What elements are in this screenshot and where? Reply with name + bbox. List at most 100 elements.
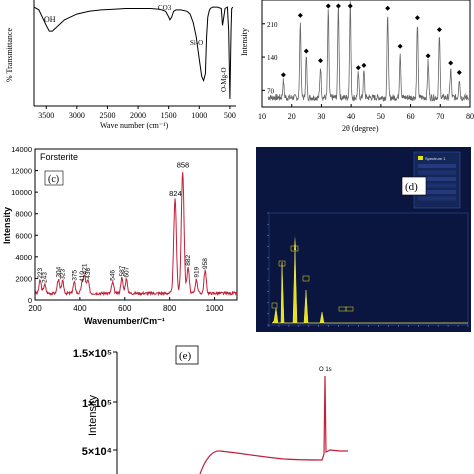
panel-e-xps: 5×10⁴ 1×10⁵ 1.5×10⁵ Intensity (e) O 1s [73, 345, 348, 474]
panel-d-axis-ticks [267, 212, 469, 327]
panel-d-peak-tag-si [302, 275, 310, 282]
panel-b-diamond-marker [436, 27, 442, 33]
panel-b-x-tick-label: 70 [436, 112, 444, 121]
panel-c-title: Forsterite [40, 152, 78, 162]
panel-c-peak-label: 958 [202, 258, 209, 269]
panel-a-x-tick-label: 2000 [130, 111, 146, 120]
panel-a-x-label: Wave number (cm⁻¹) [100, 121, 169, 130]
panel-c-x-label: Wavenumber/Cm⁻¹ [84, 316, 165, 326]
panel-d-label-box [401, 176, 427, 196]
panel-b-peak-markers [280, 3, 462, 78]
panel-b-y-label: Intensity [240, 28, 249, 56]
panel-d-peak-tag-o [278, 260, 286, 267]
panel-b-diamond-marker [397, 43, 403, 49]
panel-b-x-tick-label: 80 [466, 112, 474, 121]
panel-b-x-tick-label: 50 [377, 112, 385, 121]
panel-d-legend-row [418, 164, 456, 168]
panel-e-ytick-1e5: 1×10⁵ [82, 398, 112, 410]
panel-c-peak-label: 323 [60, 268, 67, 279]
panel-d-legend-row [418, 183, 456, 188]
panel-a-x-tick-label: 1500 [161, 111, 177, 120]
panel-b-diamond-marker [448, 60, 454, 66]
panel-d-mg-peak [294, 236, 296, 250]
panel-b-x-tick-label: 30 [317, 112, 325, 121]
panel-c-peak-label: 375 [71, 270, 78, 281]
panel-e-spectrum-line [199, 375, 348, 474]
panel-c-y-tick-label: 2000 [15, 274, 32, 283]
panel-c-x-tick-label: 400 [73, 304, 87, 313]
panel-b-xrd: 10 20 30 40 50 60 70 80 70 140 210 Intensity 2θ (d… [240, 0, 474, 133]
panel-d-legend-label: Spectrum 1 [425, 156, 446, 161]
panel-c-peak-label: 546 [110, 270, 117, 281]
panel-a-ftir: 3500 3000 2500 2000 1500 1000 500 OH CO3 Si-O … [5, 0, 236, 130]
panel-b-diamond-marker [385, 5, 391, 11]
panel-c-peak-label: 243 [42, 272, 49, 283]
panel-b-diamond-marker [425, 53, 431, 59]
panel-c-panel-label: (c) [48, 174, 59, 185]
panel-d-legend-row [418, 170, 456, 175]
panel-d-panel-label: (d) [405, 181, 418, 193]
panel-b-y-tick-label: 140 [267, 54, 278, 62]
panel-b-frame [261, 0, 471, 108]
panel-c-peak-label: 436 [85, 267, 92, 278]
panel-c-peak-label: 304 [55, 266, 62, 277]
panel-c-raman: 200 400 600 800 1000020004000600080001000012… [2, 145, 238, 326]
panel-e-ytick-5e4: 5×10⁴ [82, 446, 112, 458]
panel-b-diamond-marker [318, 58, 324, 64]
panel-d-peak-tag-c [271, 302, 278, 309]
panel-a-annotation-oh: OH [44, 15, 56, 24]
panel-d-legend-row [418, 177, 456, 181]
panel-a-annotation-co3: CO3 [158, 4, 172, 12]
panel-b-ticks: 10 20 30 40 50 60 70 80 70 140 210 [258, 21, 474, 121]
panel-b-x-tick-label: 40 [347, 112, 355, 121]
panel-c-x-tick-label: 800 [163, 304, 177, 313]
panel-b-pattern-line [267, 1, 469, 103]
panel-c-label-box [44, 170, 64, 186]
panel-c-peak-label: 223 [37, 267, 44, 278]
panel-b-diamond-marker [355, 65, 361, 71]
panel-c-x-tick-label: 1000 [206, 304, 224, 313]
panel-c-ticks: 200 400 600 800 1000020004000600080001000012… [11, 145, 224, 313]
panel-b-x-label: 2θ (degree) [342, 124, 379, 133]
panel-d-peak-tag-mg [290, 245, 299, 252]
panel-c-y-tick-label: 0 [28, 296, 32, 305]
panel-c-y-tick-label: 14000 [11, 145, 32, 154]
panel-c-x-tick-label: 200 [28, 304, 42, 313]
panel-c-y-label: Intensity [2, 207, 12, 244]
panel-c-peak-label: 858 [177, 161, 190, 170]
panel-a-y-label: % Transmittance [5, 28, 14, 82]
panel-a-x-ticks: 3500 3000 2500 2000 1500 1000 500 [38, 106, 236, 120]
panel-b-y-tick-label: 70 [267, 87, 275, 95]
panel-e-ytick-1p5e5: 1.5×10⁵ [73, 348, 112, 360]
panel-a-x-tick-label: 1000 [191, 111, 207, 120]
panel-a-annotation-sio: Si-O [190, 39, 203, 47]
panel-b-x-tick-label: 10 [258, 112, 266, 121]
panel-a-spectrum-line [33, 6, 234, 99]
panel-b-x-tick-label: 20 [288, 112, 296, 121]
panel-b-diamond-marker [303, 48, 309, 54]
panel-c-y-tick-label: 4000 [15, 253, 32, 262]
panel-c-y-tick-label: 12000 [11, 167, 32, 176]
panel-a-x-tick-label: 3500 [38, 111, 54, 120]
panel-e-annotation-o1s: O 1s [319, 367, 332, 373]
panel-b-diamond-marker [297, 12, 303, 18]
panel-b-diamond-marker [280, 72, 286, 78]
panel-c-peak-label: 410 [79, 271, 86, 282]
panel-e-y-label: Intensity [87, 395, 99, 436]
panel-c-peak-label: 607 [123, 266, 130, 277]
panel-c-x-tick-label: 600 [118, 304, 132, 313]
panel-a-x-tick-label: 3000 [69, 111, 85, 120]
panel-d-legend-row [418, 196, 456, 201]
panel-c-peak-label: 421 [82, 263, 89, 274]
panel-d-legend-row [418, 190, 456, 194]
panel-c-peak-label: 919 [193, 266, 200, 277]
panel-c-y-tick-label: 8000 [15, 210, 32, 219]
panel-a-x-tick-label: 2500 [99, 111, 115, 120]
panel-b-diamond-marker [347, 3, 353, 9]
panel-e-label-box [175, 345, 199, 365]
panel-c-peak-label: 882 [185, 254, 192, 265]
panel-b-diamond-marker [361, 62, 367, 68]
panel-d-peak-tag-ca2 [345, 306, 354, 312]
